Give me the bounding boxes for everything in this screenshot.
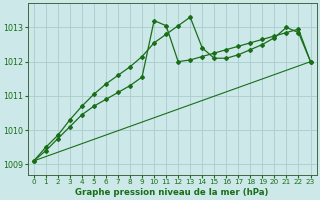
X-axis label: Graphe pression niveau de la mer (hPa): Graphe pression niveau de la mer (hPa) (76, 188, 269, 197)
